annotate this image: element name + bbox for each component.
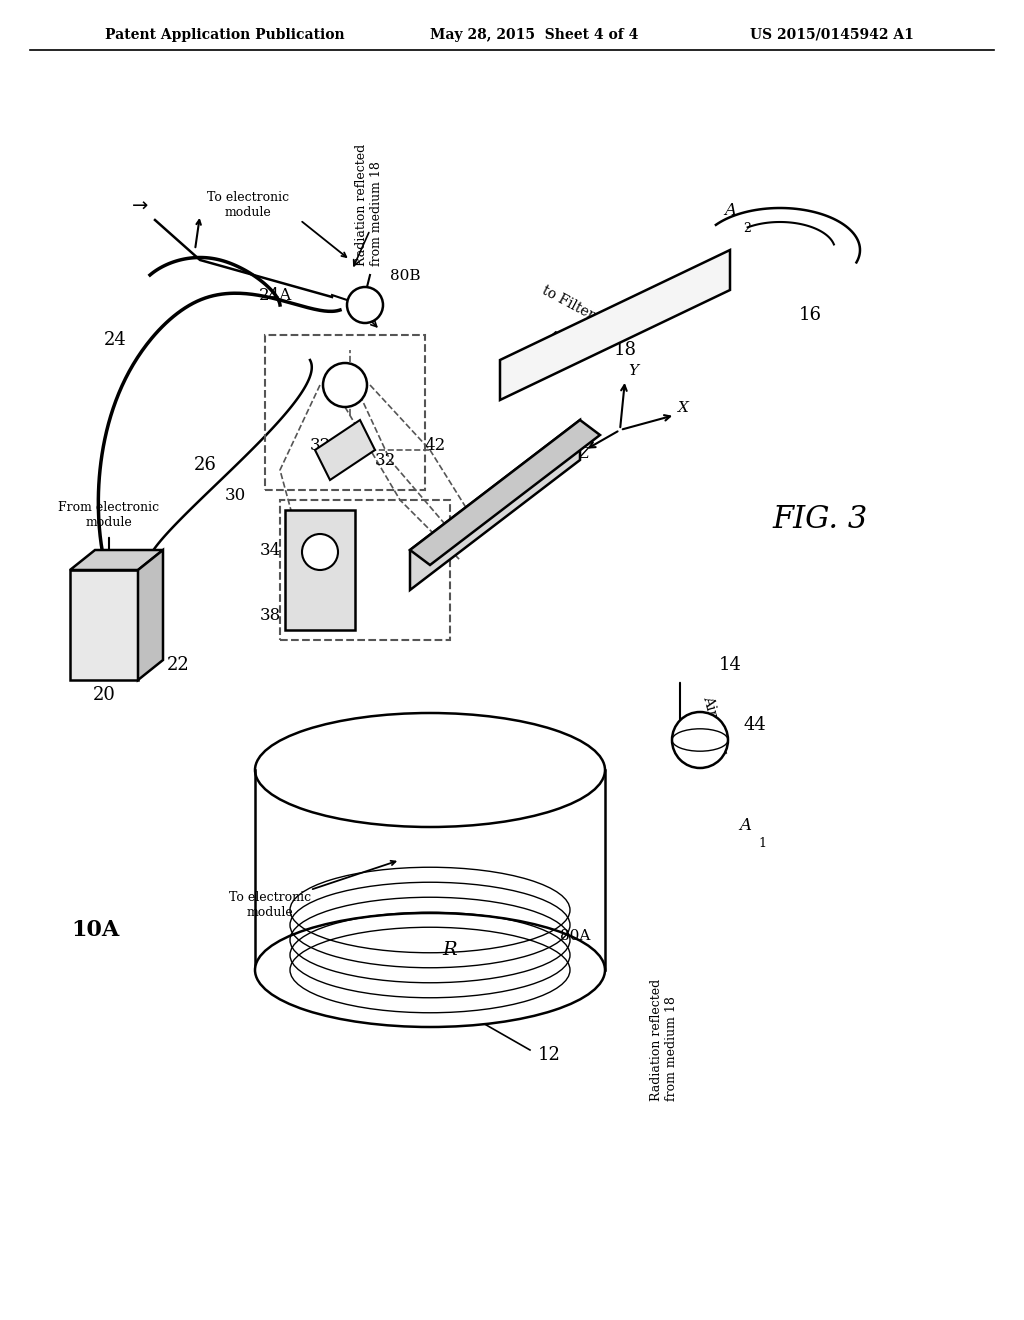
Polygon shape [500,249,730,400]
Circle shape [672,711,728,768]
Polygon shape [410,420,580,590]
Text: Patent Application Publication: Patent Application Publication [105,28,345,42]
Text: 18: 18 [613,341,637,359]
Text: 20: 20 [92,686,116,704]
Text: To electronic
module: To electronic module [207,191,289,219]
Circle shape [347,286,383,323]
Text: 10A: 10A [71,919,119,941]
Text: 16: 16 [799,306,821,323]
Text: 80B: 80B [390,269,421,282]
Text: 38: 38 [259,607,281,624]
Text: A: A [739,817,751,834]
Text: Air-Flow: Air-Flow [700,694,729,756]
Text: 80A: 80A [560,929,591,942]
Circle shape [302,535,338,570]
Text: 40: 40 [479,498,501,513]
Text: US 2015/0145942 A1: US 2015/0145942 A1 [750,28,913,42]
Text: 42: 42 [424,437,445,454]
Text: Radiation reflected
from medium 18: Radiation reflected from medium 18 [355,144,383,267]
Text: R: R [442,941,458,960]
Text: 26: 26 [194,455,216,474]
Text: 24: 24 [103,331,126,348]
Ellipse shape [255,913,605,1027]
Polygon shape [410,420,600,565]
Text: 32: 32 [309,437,331,454]
Text: A: A [724,202,736,219]
Text: 32: 32 [375,451,395,469]
Text: 24A: 24A [258,286,292,304]
Polygon shape [138,550,163,680]
Text: 30: 30 [224,487,246,504]
Text: 22: 22 [167,656,189,675]
Text: 1: 1 [758,837,766,850]
Text: FIG. 3: FIG. 3 [772,504,867,536]
Text: Y: Y [628,364,638,378]
Text: S: S [314,577,326,591]
Text: To electronic
module: To electronic module [229,891,311,919]
Text: 2: 2 [743,222,751,235]
Text: 34: 34 [259,543,281,558]
Polygon shape [70,550,163,570]
Text: →: → [132,197,148,216]
Polygon shape [315,420,375,480]
Text: Z: Z [578,447,589,461]
Text: From electronic
module: From electronic module [58,502,160,529]
Text: Radiation reflected
from medium 18: Radiation reflected from medium 18 [650,979,678,1101]
Circle shape [323,363,367,407]
Text: X: X [678,401,689,414]
Text: to Filter: to Filter [540,284,597,323]
Text: May 28, 2015  Sheet 4 of 4: May 28, 2015 Sheet 4 of 4 [430,28,638,42]
FancyBboxPatch shape [285,510,355,630]
Text: 14: 14 [719,656,741,675]
FancyBboxPatch shape [70,570,138,680]
Text: 12: 12 [538,1045,561,1064]
Text: 44: 44 [743,715,766,734]
